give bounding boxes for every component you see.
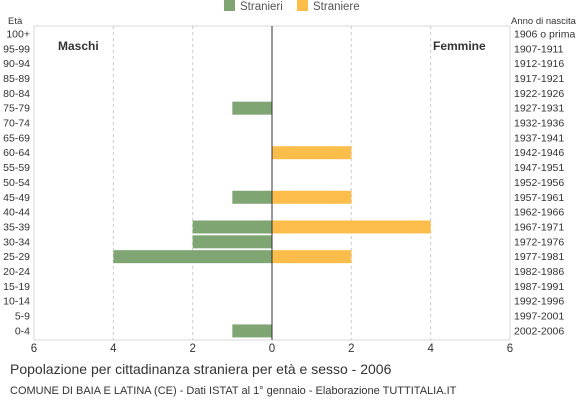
birth-year-label: 1952-1956 bbox=[514, 177, 564, 189]
age-label: 20-24 bbox=[3, 266, 30, 278]
bar-stranieri-30-34 bbox=[192, 235, 272, 249]
birth-year-label: 1997-2001 bbox=[514, 311, 564, 323]
age-label: 85-89 bbox=[3, 73, 30, 85]
birth-year-label: 2002-2006 bbox=[514, 325, 564, 337]
bar-straniere-60-64 bbox=[272, 146, 352, 160]
bar-stranieri-25-29 bbox=[113, 250, 272, 264]
birth-year-label: 1927-1931 bbox=[514, 103, 564, 115]
chart-subtitle: COMUNE DI BAIA E LATINA (CE) - Dati ISTA… bbox=[10, 385, 457, 397]
age-label: 70-74 bbox=[3, 118, 30, 130]
age-label: 40-44 bbox=[3, 207, 30, 219]
femmine-label: Femmine bbox=[433, 39, 486, 53]
chart-title: Popolazione per cittadinanza straniera p… bbox=[10, 361, 392, 377]
age-label: 75-79 bbox=[3, 103, 30, 115]
birth-year-label: 1937-1941 bbox=[514, 132, 564, 144]
legend-label-stranieri: Stranieri bbox=[240, 1, 283, 13]
age-label: 0-4 bbox=[15, 325, 30, 337]
birth-year-label: 1906 o prima bbox=[514, 28, 575, 40]
age-label: 25-29 bbox=[3, 251, 30, 263]
bar-straniere-35-39 bbox=[272, 220, 431, 234]
age-label: 35-39 bbox=[3, 221, 30, 233]
birth-year-label: 1942-1946 bbox=[514, 147, 564, 159]
birth-year-label: 1957-1961 bbox=[514, 192, 564, 204]
bar-straniere-45-49 bbox=[272, 190, 352, 204]
age-label: 50-54 bbox=[3, 177, 30, 189]
bars bbox=[113, 101, 431, 338]
x-tick-label: 4 bbox=[427, 343, 434, 355]
bar-straniere-25-29 bbox=[272, 250, 352, 264]
birth-year-label: 1992-1996 bbox=[514, 296, 564, 308]
maschi-label: Maschi bbox=[58, 39, 99, 53]
birth-year-label: 1912-1916 bbox=[514, 58, 564, 70]
bar-stranieri-0-4 bbox=[232, 324, 272, 338]
age-label: 45-49 bbox=[3, 192, 30, 204]
grid-lines bbox=[112, 26, 432, 340]
age-label: 60-64 bbox=[3, 147, 30, 159]
x-tick-label: 0 bbox=[269, 343, 275, 355]
birth-year-label: 1907-1911 bbox=[514, 43, 564, 55]
legend-label-straniere: Straniere bbox=[313, 1, 360, 13]
age-label: 55-59 bbox=[3, 162, 30, 174]
birth-year-label: 1962-1966 bbox=[514, 207, 564, 219]
x-tick-label: 4 bbox=[110, 343, 117, 355]
birth-year-label: 1922-1926 bbox=[514, 88, 564, 100]
birth-year-label: 1947-1951 bbox=[514, 162, 564, 174]
birth-year-label: 1967-1971 bbox=[514, 221, 564, 233]
age-label: 100+ bbox=[6, 28, 30, 40]
age-label: 15-19 bbox=[3, 281, 30, 293]
birth-year-label: 1977-1981 bbox=[514, 251, 564, 263]
legend-swatch-straniere bbox=[297, 0, 308, 11]
birth-year-label: 1972-1976 bbox=[514, 236, 564, 248]
birth-year-labels: 1906 o prima 1907-1911 1912-1916 1917-1921 1… bbox=[514, 28, 575, 337]
age-label: 90-94 bbox=[3, 58, 30, 70]
x-tick-label: 6 bbox=[507, 343, 513, 355]
x-tick-label: 6 bbox=[31, 343, 37, 355]
age-label: 65-69 bbox=[3, 132, 30, 144]
x-tick-label: 2 bbox=[348, 343, 354, 355]
legend: Stranieri Straniere bbox=[224, 0, 360, 13]
right-axis-title: Anno di nascita bbox=[511, 16, 577, 27]
bar-stranieri-35-39 bbox=[192, 220, 272, 234]
x-axis-ticks: 6 4 2 0 2 4 6 bbox=[31, 343, 513, 355]
legend-swatch-stranieri bbox=[224, 0, 235, 11]
age-label: 5-9 bbox=[15, 311, 30, 323]
birth-year-label: 1932-1936 bbox=[514, 118, 564, 130]
birth-year-label: 1917-1921 bbox=[514, 73, 564, 85]
bar-stranieri-45-49 bbox=[232, 190, 272, 204]
x-tick-label: 2 bbox=[189, 343, 195, 355]
birth-year-label: 1987-1991 bbox=[514, 281, 564, 293]
age-label: 95-99 bbox=[3, 43, 30, 55]
age-label: 80-84 bbox=[3, 88, 30, 100]
bar-stranieri-75-79 bbox=[232, 101, 272, 115]
age-label: 30-34 bbox=[3, 236, 30, 248]
age-group-labels: 100+ 95-99 90-94 85-89 80-84 75-79 70-74 65-69 6… bbox=[3, 28, 30, 337]
left-axis-title: Età bbox=[8, 16, 23, 27]
age-label: 10-14 bbox=[3, 296, 30, 308]
birth-year-label: 1982-1986 bbox=[514, 266, 564, 278]
